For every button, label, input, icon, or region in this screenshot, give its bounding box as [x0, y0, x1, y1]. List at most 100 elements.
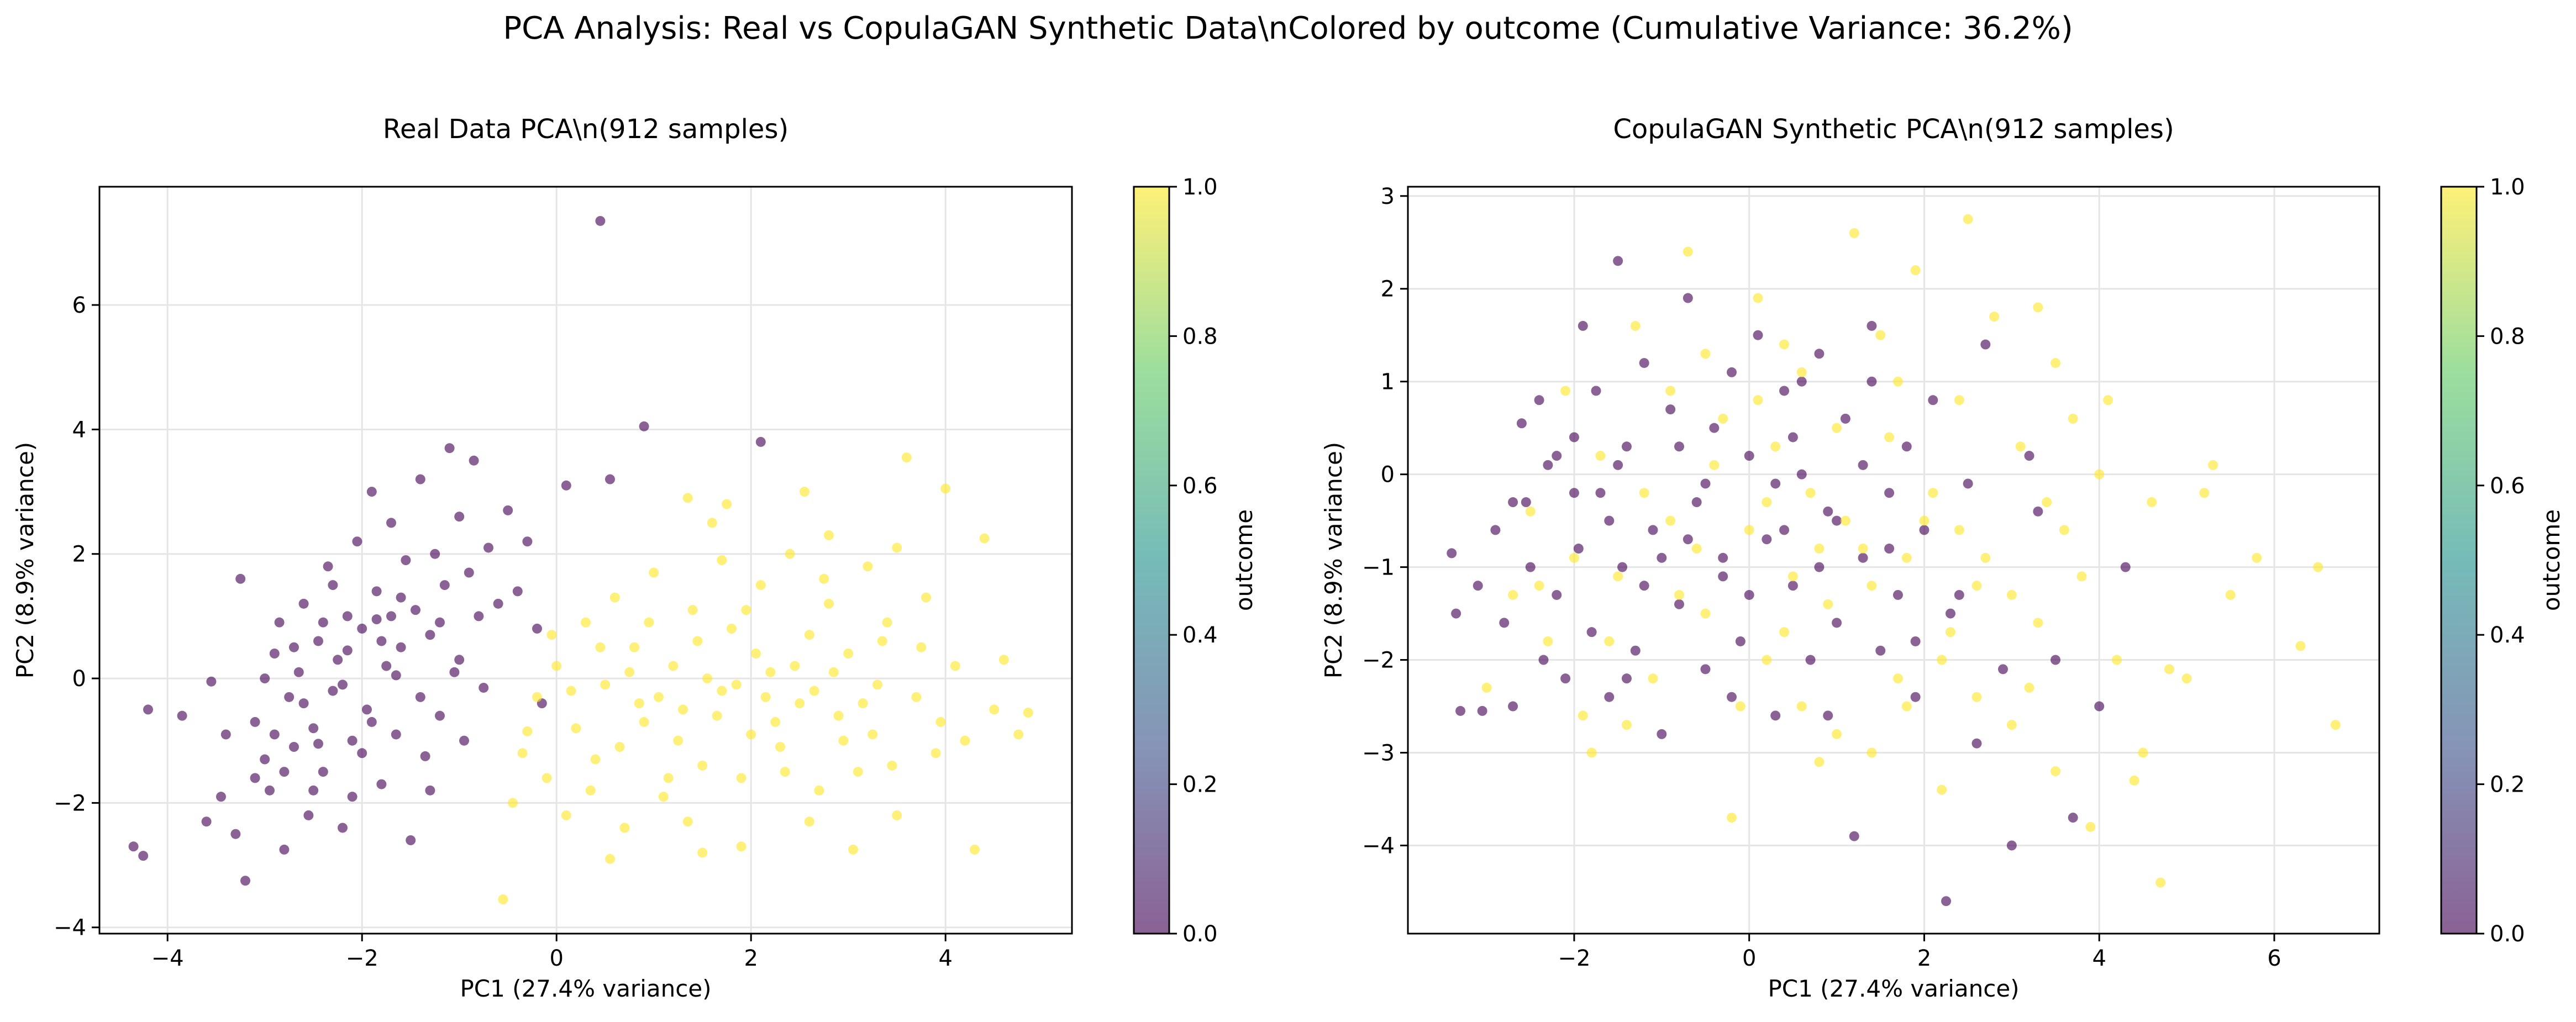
data-point-outcome-1: [1683, 246, 1693, 257]
data-point-outcome-1: [542, 773, 552, 783]
data-point-outcome-1: [1892, 673, 1903, 684]
data-point-outcome-0: [1892, 589, 1903, 600]
data-point-outcome-0: [1980, 339, 1991, 350]
data-point-outcome-0: [1700, 478, 1711, 489]
data-point-outcome-0: [352, 536, 362, 547]
data-point-outcome-1: [775, 742, 785, 752]
data-point-outcome-1: [581, 617, 591, 628]
data-point-outcome-0: [1525, 562, 1536, 572]
data-point-outcome-0: [483, 542, 493, 553]
data-point-outcome-1: [1972, 581, 1982, 591]
data-point-outcome-1: [682, 816, 693, 827]
data-point-outcome-1: [2225, 589, 2236, 600]
data-point-outcome-0: [386, 518, 396, 528]
colorbar-tick-label: 1.0: [2490, 175, 2525, 200]
data-point-outcome-0: [1578, 320, 1588, 331]
data-point-outcome-0: [1613, 460, 1623, 470]
data-point-outcome-0: [435, 617, 445, 628]
plot-frame: [98, 186, 1073, 935]
data-point-outcome-1: [950, 661, 960, 671]
data-point-outcome-0: [381, 661, 392, 671]
data-point-outcome-1: [814, 785, 824, 796]
data-point-outcome-1: [901, 452, 912, 463]
data-point-outcome-1: [722, 499, 732, 509]
data-point-outcome-1: [712, 710, 722, 721]
data-point-outcome-1: [682, 493, 693, 503]
data-point-outcome-0: [1832, 515, 1842, 526]
data-point-outcome-0: [260, 754, 270, 765]
data-point-outcome-0: [328, 580, 338, 591]
data-point-outcome-1: [877, 636, 887, 646]
data-point-outcome-1: [2295, 641, 2306, 651]
data-point-outcome-0: [318, 767, 328, 777]
data-point-outcome-1: [882, 617, 892, 628]
data-point-outcome-0: [366, 717, 377, 727]
data-point-outcome-0: [1762, 534, 1772, 545]
data-point-outcome-0: [366, 487, 377, 497]
data-point-outcome-1: [590, 754, 601, 765]
y-tick-label: −4: [1362, 833, 1395, 858]
y-tick-label: 1: [1381, 370, 1395, 395]
data-point-outcome-1: [522, 726, 533, 736]
data-point-outcome-0: [1770, 478, 1781, 489]
colorbar-label: outcome: [2538, 509, 2565, 611]
data-point-outcome-0: [357, 623, 367, 634]
data-point-outcome-1: [717, 686, 727, 696]
data-point-outcome-0: [396, 642, 406, 652]
data-point-outcome-0: [1884, 544, 1895, 554]
data-point-outcome-1: [692, 636, 703, 646]
x-tick-label: −2: [1558, 946, 1590, 971]
data-point-outcome-1: [1560, 386, 1571, 396]
data-point-outcome-1: [2147, 497, 2157, 508]
data-point-outcome-0: [1455, 705, 1466, 716]
data-point-outcome-1: [571, 723, 581, 734]
data-point-outcome-0: [1691, 497, 1702, 508]
data-point-outcome-1: [1613, 571, 1623, 582]
data-point-outcome-1: [770, 717, 781, 727]
data-point-outcome-1: [1867, 747, 1877, 758]
colorbar-tick-label: 1.0: [1182, 175, 1218, 200]
data-point-outcome-0: [338, 679, 348, 690]
data-point-outcome-1: [1665, 515, 1676, 526]
data-point-outcome-1: [1858, 544, 1868, 554]
data-point-outcome-1: [2181, 673, 2192, 684]
data-point-outcome-0: [1552, 451, 1562, 461]
data-point-outcome-0: [289, 742, 299, 752]
data-point-outcome-1: [1508, 589, 1518, 600]
data-point-outcome-0: [1595, 488, 1606, 498]
data-point-outcome-0: [639, 421, 649, 431]
data-point-outcome-0: [279, 767, 290, 777]
data-point-outcome-0: [1718, 571, 1728, 582]
colorbar-tick-label: 0.2: [2490, 772, 2525, 798]
data-point-outcome-1: [1595, 451, 1606, 461]
y-tick-label: 2: [1381, 277, 1395, 302]
x-tick-label: 4: [938, 946, 952, 971]
data-point-outcome-1: [561, 810, 571, 820]
data-point-outcome-1: [2313, 562, 2323, 572]
colorbar-tick-label: 0.4: [2490, 623, 2525, 648]
data-point-outcome-0: [1700, 664, 1711, 675]
colorbar-label: outcome: [1231, 509, 1258, 611]
data-point-outcome-0: [1648, 525, 1658, 535]
colorbar-tick-label: 0.6: [2490, 473, 2525, 499]
data-point-outcome-1: [1937, 655, 1947, 665]
data-point-outcome-1: [678, 704, 688, 715]
data-point-outcome-1: [1875, 330, 1886, 340]
data-point-outcome-0: [522, 536, 533, 547]
data-point-outcome-0: [289, 642, 299, 652]
data-point-outcome-0: [1613, 256, 1623, 266]
data-point-outcome-1: [668, 661, 679, 671]
x-tick-label: 2: [1917, 946, 1931, 971]
data-point-outcome-1: [2208, 460, 2218, 470]
data-point-outcome-0: [1718, 552, 1728, 563]
data-point-outcome-0: [1591, 386, 1601, 396]
data-point-outcome-0: [1805, 655, 1816, 665]
x-tick-label: 0: [549, 946, 563, 971]
data-point-outcome-1: [989, 704, 1000, 715]
data-point-outcome-0: [532, 623, 542, 634]
data-point-outcome-1: [736, 841, 746, 852]
data-point-outcome-0: [1617, 562, 1628, 572]
data-point-outcome-1: [2033, 302, 2043, 313]
data-point-outcome-1: [872, 679, 882, 690]
